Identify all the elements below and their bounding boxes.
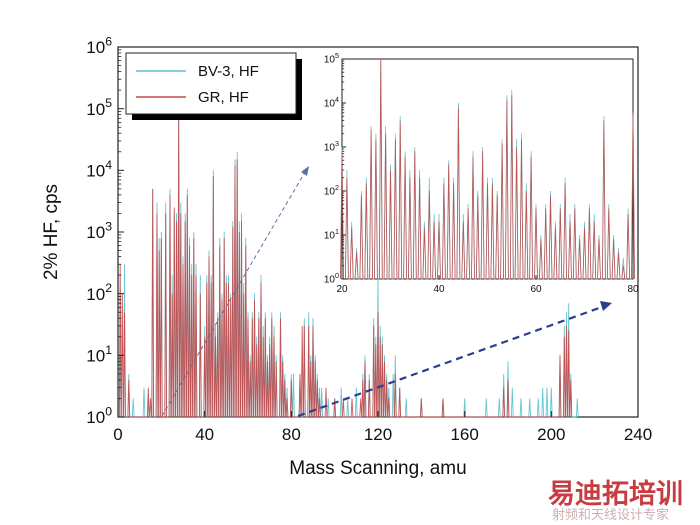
main-y-ticks: 100 101 102 103 104 105 106 (86, 34, 124, 427)
y-tick-label-0-1: 101 (86, 343, 112, 366)
x-tick-label-0-6: 240 (624, 425, 652, 444)
y-tick-label-1-1: 101 (324, 227, 339, 242)
y-tick-label-1-4: 104 (324, 95, 339, 110)
legend-label-bv3: BV-3, HF (198, 63, 259, 80)
zoom-arrow-lower (297, 305, 603, 418)
y-tick-label-0-0: 100 (86, 404, 112, 427)
watermark-logo: 易迪拓培训 射频和天线设计专家 (548, 479, 683, 523)
x-tick-label-0-0: 0 (113, 425, 122, 444)
zoom-arrows (161, 166, 612, 418)
y-tick-label-0-5: 105 (86, 96, 112, 119)
watermark-title: 易迪拓培训 (548, 479, 683, 510)
x-tick-label-1-1: 40 (433, 284, 445, 295)
x-tick-label-1-0: 20 (336, 284, 348, 295)
series-line-1-1 (340, 58, 635, 280)
inset-series-group (340, 58, 635, 280)
inset-x-ticks: 20 40 60 80 (336, 275, 639, 295)
zoom-arrow-upper (161, 171, 306, 417)
inset-chart: 20 40 60 80 100 101 102 103 104 105 (324, 51, 639, 295)
x-tick-label-0-1: 40 (195, 425, 214, 444)
y-tick-label-1-2: 102 (324, 183, 339, 198)
x-tick-label-0-2: 80 (282, 425, 301, 444)
x-tick-label-0-4: 160 (450, 425, 478, 444)
x-tick-label-0-5: 200 (537, 425, 565, 444)
y-tick-label-0-4: 104 (86, 158, 112, 181)
zoom-arrowhead-upper (301, 166, 309, 176)
inset-y-ticks: 100 101 102 103 104 105 (324, 51, 346, 286)
x-tick-label-0-3: 120 (364, 425, 392, 444)
y-tick-label-0-2: 102 (86, 281, 112, 304)
main-x-ticks: 0 40 80 120 160 200 240 (113, 411, 652, 444)
x-tick-label-1-3: 80 (627, 284, 639, 295)
y-tick-label-0-3: 103 (86, 219, 112, 242)
x-tick-label-1-2: 60 (530, 284, 542, 295)
legend-box (125, 52, 297, 115)
legend-label-gr: GR, HF (198, 89, 249, 106)
y-axis-title: 2% HF, cps (41, 184, 62, 280)
watermark-subtitle: 射频和天线设计专家 (552, 507, 669, 523)
y-tick-label-1-0: 100 (324, 271, 339, 286)
x-axis-title: Mass Scanning, amu (289, 458, 466, 479)
y-tick-label-0-6: 106 (86, 34, 112, 57)
legend: BV-3, HF GR, HF (125, 52, 302, 120)
y-tick-label-1-3: 103 (324, 139, 339, 154)
zoom-arrowhead-lower (600, 301, 612, 311)
y-tick-label-1-5: 105 (324, 51, 339, 66)
